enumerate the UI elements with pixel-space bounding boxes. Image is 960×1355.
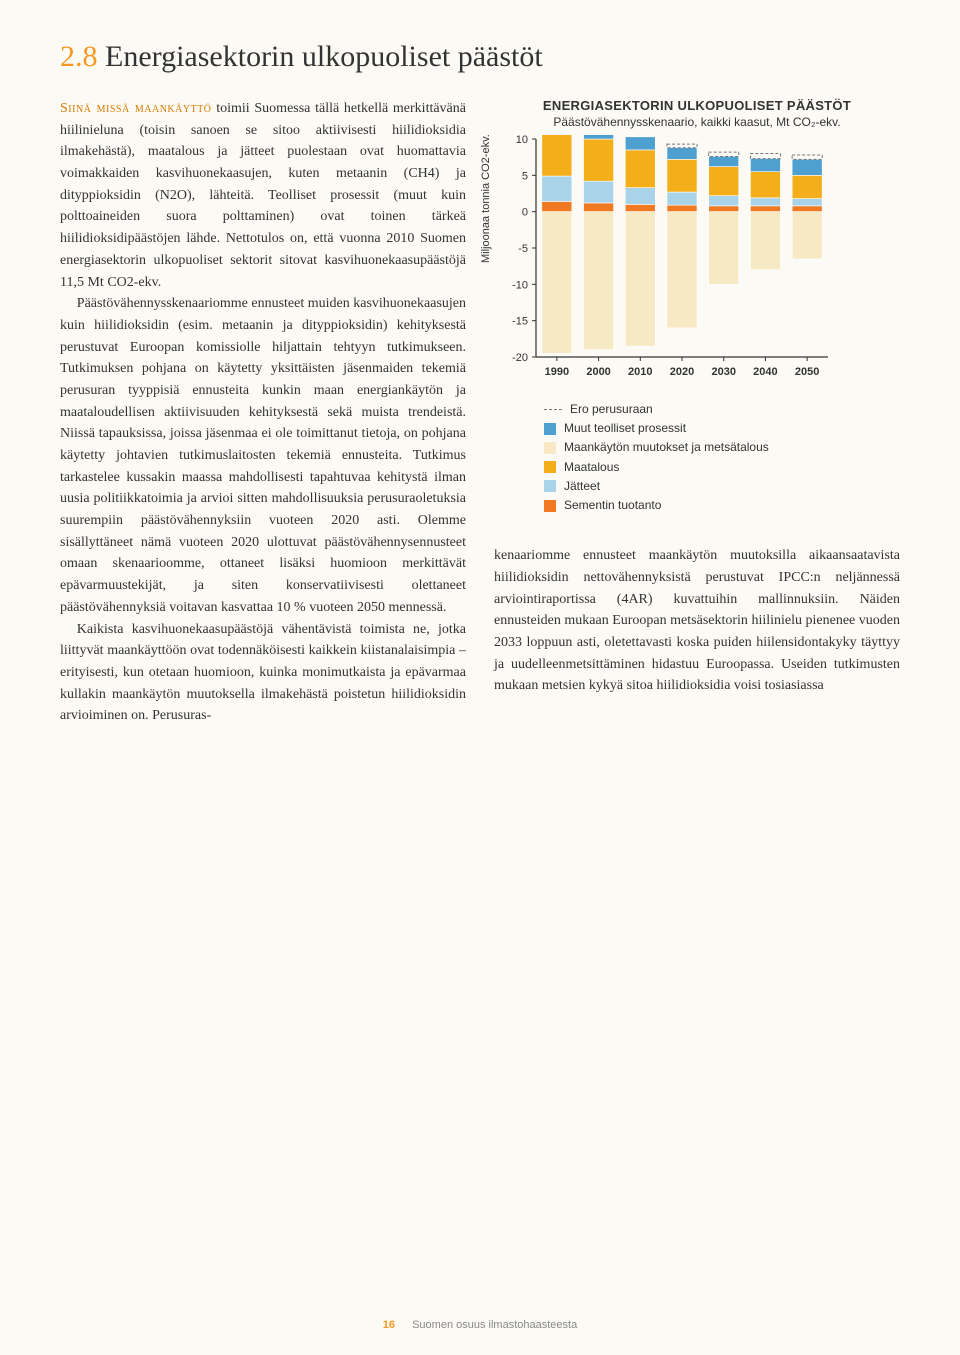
svg-text:-10: -10 bbox=[512, 279, 528, 291]
legend-item: Ero perusuraan bbox=[544, 400, 900, 419]
svg-text:0: 0 bbox=[522, 207, 528, 219]
para-1: Siinä missä maankäyttö toimii Suomessa t… bbox=[60, 98, 466, 293]
legend-swatch bbox=[544, 461, 556, 473]
right-continued: kenaariomme ennusteet maankäytön muutoks… bbox=[494, 545, 900, 697]
legend-label: Maatalous bbox=[564, 458, 619, 477]
legend-label: Ero perusuraan bbox=[570, 400, 653, 419]
para-2: Päästövähennysskenaariomme ennusteet mui… bbox=[60, 293, 466, 618]
svg-text:2000: 2000 bbox=[586, 366, 610, 378]
section-heading: 2.8 Energiasektorin ulkopuoliset päästöt bbox=[60, 40, 900, 74]
page-number: 16 bbox=[383, 1319, 395, 1331]
chart-title: ENERGIASEKTORIN ULKOPUOLISET PÄÄSTÖT bbox=[494, 98, 900, 113]
legend-label: Maankäytön muutokset ja metsätalous bbox=[564, 438, 769, 457]
left-column: Siinä missä maankäyttö toimii Suomessa t… bbox=[60, 98, 466, 727]
chart-canvas: Miljoonaa tonnia CO2-ekv. -20-15-10-5051… bbox=[494, 135, 900, 390]
legend-swatch-dash bbox=[544, 409, 562, 410]
svg-text:2010: 2010 bbox=[628, 366, 652, 378]
svg-text:2030: 2030 bbox=[711, 366, 735, 378]
legend-swatch bbox=[544, 480, 556, 492]
legend-item: Maankäytön muutokset ja metsätalous bbox=[544, 438, 900, 457]
svg-text:-20: -20 bbox=[512, 352, 528, 364]
svg-text:2020: 2020 bbox=[670, 366, 694, 378]
legend-item: Sementin tuotanto bbox=[544, 496, 900, 515]
svg-text:2040: 2040 bbox=[753, 366, 777, 378]
chart-svg: -20 -15 -10 -5 0 5 10 1990 2000 2010 2020 2030 2040 2… bbox=[494, 135, 834, 385]
heading-number: 2.8 bbox=[60, 40, 98, 73]
chart-subtitle: Päästövähennysskenaario, kaikki kaasut, … bbox=[494, 115, 900, 129]
legend-item: Muut teolliset prosessit bbox=[544, 419, 900, 438]
svg-text:2050: 2050 bbox=[795, 366, 819, 378]
svg-text:-15: -15 bbox=[512, 316, 528, 328]
chart-block: ENERGIASEKTORIN ULKOPUOLISET PÄÄSTÖT Pää… bbox=[494, 98, 900, 515]
legend-swatch bbox=[544, 423, 556, 435]
svg-text:1990: 1990 bbox=[545, 366, 569, 378]
legend-swatch bbox=[544, 500, 556, 512]
lead-smallcaps: Siinä missä maankäyttö bbox=[60, 101, 212, 116]
right-column: ENERGIASEKTORIN ULKOPUOLISET PÄÄSTÖT Pää… bbox=[494, 98, 900, 727]
legend-label: Jätteet bbox=[564, 477, 600, 496]
chart-legend: Ero perusuraanMuut teolliset prosessitMa… bbox=[544, 400, 900, 515]
running-title: Suomen osuus ilmastohaasteesta bbox=[412, 1319, 577, 1331]
legend-item: Maatalous bbox=[544, 458, 900, 477]
legend-item: Jätteet bbox=[544, 477, 900, 496]
page-footer: 16 Suomen osuus ilmastohaasteesta bbox=[0, 1319, 960, 1331]
y-axis-label: Miljoonaa tonnia CO2-ekv. bbox=[480, 134, 492, 263]
legend-swatch bbox=[544, 442, 556, 454]
para-1-rest: toimii Suomessa tällä hetkellä merkittäv… bbox=[60, 101, 466, 290]
svg-text:10: 10 bbox=[516, 135, 528, 146]
svg-text:5: 5 bbox=[522, 170, 528, 182]
heading-title: Energiasektorin ulkopuoliset päästöt bbox=[105, 40, 543, 73]
para-3: Kaikista kasvihuonekaasupäästöjä vähentä… bbox=[60, 619, 466, 727]
svg-text:-5: -5 bbox=[518, 243, 528, 255]
legend-label: Muut teolliset prosessit bbox=[564, 419, 686, 438]
legend-label: Sementin tuotanto bbox=[564, 496, 661, 515]
